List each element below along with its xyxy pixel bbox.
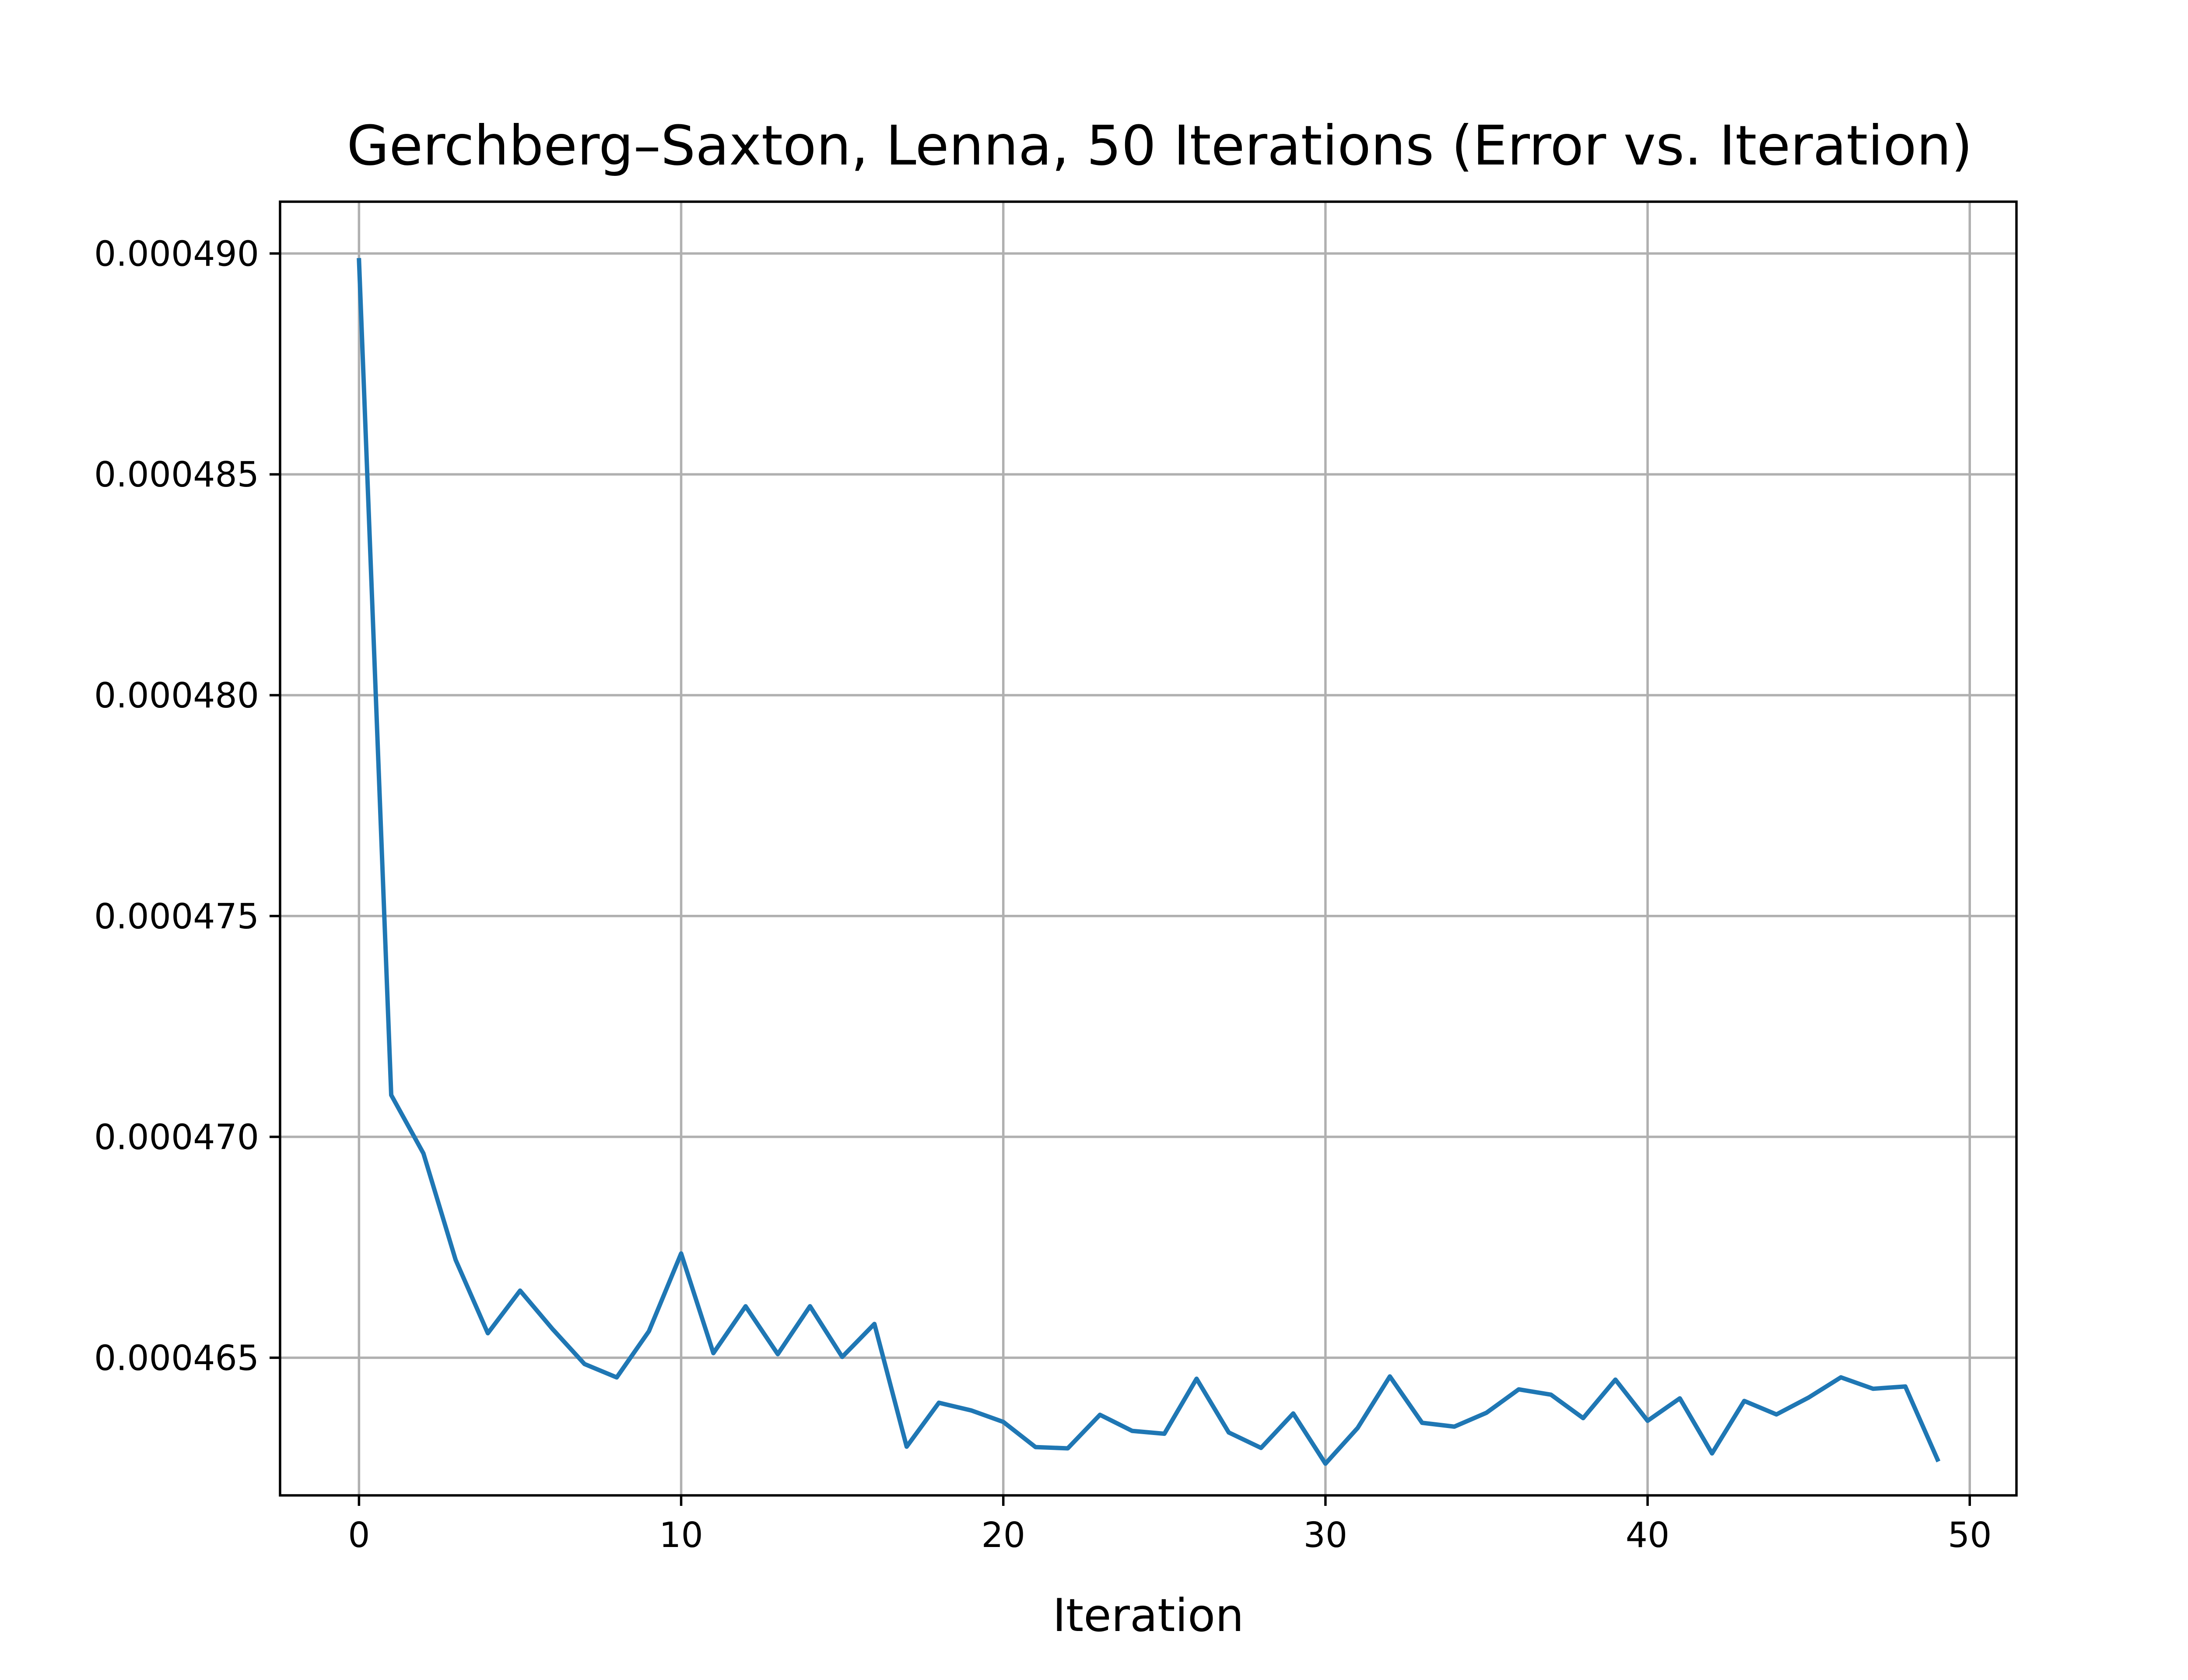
x-tick-label: 20 bbox=[981, 1515, 1025, 1555]
x-tick-label: 10 bbox=[659, 1515, 703, 1555]
x-tick-label: 40 bbox=[1626, 1515, 1670, 1555]
x-axis-label: Iteration bbox=[1053, 1589, 1244, 1642]
x-tick-label: 0 bbox=[348, 1515, 370, 1555]
y-tick-label: 0.000470 bbox=[94, 1117, 259, 1158]
series-layer bbox=[357, 258, 1941, 1466]
plot-frame bbox=[279, 200, 2018, 1497]
y-axis: 0.000465 0.000470 0.000475 0.000480 0.000485… bbox=[94, 234, 280, 1378]
x-tick-label: 30 bbox=[1304, 1515, 1348, 1555]
y-tick-label: 0.000475 bbox=[94, 896, 259, 937]
y-gridlines bbox=[280, 252, 2016, 1359]
plot-area bbox=[279, 200, 2018, 1497]
chart-title: Gerchberg–Saxton, Lenna, 50 Iterations (… bbox=[347, 114, 1972, 178]
x-tick-label: 50 bbox=[1948, 1515, 1992, 1555]
y-tick-label: 0.000485 bbox=[94, 455, 259, 495]
x-gridlines bbox=[358, 202, 1971, 1495]
x-axis: 0 10 20 30 40 50 bbox=[348, 1495, 1992, 1555]
plot-background bbox=[280, 202, 2016, 1495]
y-tick-label: 0.000490 bbox=[94, 234, 259, 274]
y-tick-label: 0.000480 bbox=[94, 676, 259, 716]
series-line bbox=[357, 258, 1941, 1466]
y-tick-label: 0.000465 bbox=[94, 1338, 259, 1378]
